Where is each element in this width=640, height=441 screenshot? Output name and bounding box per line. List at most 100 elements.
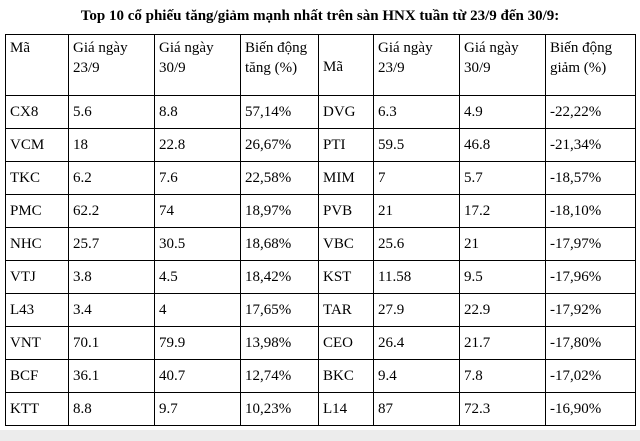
ticker-cell: CEO [318, 326, 374, 360]
value-cell: -17,80% [545, 326, 636, 360]
ticker-cell: KTT [5, 392, 69, 426]
column-header: Mã [318, 34, 374, 96]
ticker-cell: CX8 [5, 95, 69, 129]
ticker-cell: PTI [318, 128, 374, 162]
table-title: Top 10 cổ phiếu tăng/giảm mạnh nhất trên… [80, 8, 560, 24]
value-cell: -22,22% [545, 95, 636, 129]
header-row: Mã Giá ngày 23/9 Giá ngày 30/9 Biến động tă… [5, 34, 636, 96]
value-cell: 26,67% [240, 128, 319, 162]
value-cell: 18,42% [240, 260, 319, 294]
ticker-cell: BKC [318, 359, 374, 393]
value-cell: 21.7 [459, 326, 546, 360]
ticker-cell: PMC [5, 194, 69, 228]
ticker-cell: MIM [318, 161, 374, 195]
ticker-cell: VTJ [5, 260, 69, 294]
ticker-cell: PVB [318, 194, 374, 228]
column-header: Mã [5, 34, 69, 96]
ticker-cell: KST [318, 260, 374, 294]
value-cell: -21,34% [545, 128, 636, 162]
column-header: Biến động giảm (%) [545, 34, 636, 96]
table-row: VNT 70.1 79.9 13,98% CEO 26.4 21.7 -17,80% [5, 326, 636, 360]
value-cell: 27.9 [373, 293, 460, 327]
ticker-cell: TKC [5, 161, 69, 195]
value-cell: 9.4 [373, 359, 460, 393]
ticker-cell: L43 [5, 293, 69, 327]
value-cell: 74 [154, 194, 241, 228]
value-cell: 25.7 [68, 227, 155, 261]
value-cell: 17,65% [240, 293, 319, 327]
table-body: CX8 5.6 8.8 57,14% DVG 6.3 4.9 -22,22% VCM 18 22.8… [5, 95, 636, 426]
column-header: Giá ngày 23/9 [373, 34, 460, 96]
value-cell: -17,96% [545, 260, 636, 294]
value-cell: 59.5 [373, 128, 460, 162]
value-cell: 10,23% [240, 392, 319, 426]
value-cell: -16,90% [545, 392, 636, 426]
value-cell: 18 [68, 128, 155, 162]
ticker-cell: VCM [5, 128, 69, 162]
value-cell: 11.58 [373, 260, 460, 294]
value-cell: 26.4 [373, 326, 460, 360]
value-cell: 22.9 [459, 293, 546, 327]
value-cell: 3.8 [68, 260, 155, 294]
column-header: Giá ngày 23/9 [68, 34, 155, 96]
table-row: TKC 6.2 7.6 22,58% MIM 7 5.7 -18,57% [5, 161, 636, 195]
value-cell: -17,97% [545, 227, 636, 261]
value-cell: 12,74% [240, 359, 319, 393]
table-row: NHC 25.7 30.5 18,68% VBC 25.6 21 -17,97% [5, 227, 636, 261]
table-row: VTJ 3.8 4.5 18,42% KST 11.58 9.5 -17,96% [5, 260, 636, 294]
ticker-cell: BCF [5, 359, 69, 393]
value-cell: -18,57% [545, 161, 636, 195]
value-cell: 4.9 [459, 95, 546, 129]
value-cell: 5.6 [68, 95, 155, 129]
ticker-cell: TAR [318, 293, 374, 327]
table-row: VCM 18 22.8 26,67% PTI 59.5 46.8 -21,34% [5, 128, 636, 162]
table-row: PMC 62.2 74 18,97% PVB 21 17.2 -18,10% [5, 194, 636, 228]
ticker-cell: L14 [318, 392, 374, 426]
value-cell: 72.3 [459, 392, 546, 426]
value-cell: -18,10% [545, 194, 636, 228]
value-cell: -17,02% [545, 359, 636, 393]
value-cell: 6.2 [68, 161, 155, 195]
value-cell: 40.7 [154, 359, 241, 393]
value-cell: 30.5 [154, 227, 241, 261]
stock-table: Mã Giá ngày 23/9 Giá ngày 30/9 Biến động tă… [5, 34, 636, 426]
ticker-cell: DVG [318, 95, 374, 129]
value-cell: 36.1 [68, 359, 155, 393]
value-cell: 8.8 [68, 392, 155, 426]
column-header: Biến động tăng (%) [240, 34, 319, 96]
value-cell: 22,58% [240, 161, 319, 195]
table-row: CX8 5.6 8.8 57,14% DVG 6.3 4.9 -22,22% [5, 95, 636, 129]
value-cell: 87 [373, 392, 460, 426]
value-cell: 21 [459, 227, 546, 261]
table-row: BCF 36.1 40.7 12,74% BKC 9.4 7.8 -17,02% [5, 359, 636, 393]
value-cell: 5.7 [459, 161, 546, 195]
value-cell: 13,98% [240, 326, 319, 360]
value-cell: 7.8 [459, 359, 546, 393]
ticker-cell: VBC [318, 227, 374, 261]
value-cell: 4.5 [154, 260, 241, 294]
value-cell: 6.3 [373, 95, 460, 129]
value-cell: 18,97% [240, 194, 319, 228]
value-cell: 9.7 [154, 392, 241, 426]
ticker-cell: VNT [5, 326, 69, 360]
table-row: KTT 8.8 9.7 10,23% L14 87 72.3 -16,90% [5, 392, 636, 426]
column-header: Giá ngày 30/9 [459, 34, 546, 96]
bottom-strip [0, 430, 640, 441]
value-cell: 21 [373, 194, 460, 228]
value-cell: 46.8 [459, 128, 546, 162]
value-cell: -17,92% [545, 293, 636, 327]
table-row: L43 3.4 4 17,65% TAR 27.9 22.9 -17,92% [5, 293, 636, 327]
value-cell: 4 [154, 293, 241, 327]
value-cell: 8.8 [154, 95, 241, 129]
value-cell: 25.6 [373, 227, 460, 261]
value-cell: 57,14% [240, 95, 319, 129]
value-cell: 9.5 [459, 260, 546, 294]
value-cell: 3.4 [68, 293, 155, 327]
value-cell: 7 [373, 161, 460, 195]
value-cell: 7.6 [154, 161, 241, 195]
column-header: Giá ngày 30/9 [154, 34, 241, 96]
value-cell: 22.8 [154, 128, 241, 162]
value-cell: 17.2 [459, 194, 546, 228]
value-cell: 62.2 [68, 194, 155, 228]
